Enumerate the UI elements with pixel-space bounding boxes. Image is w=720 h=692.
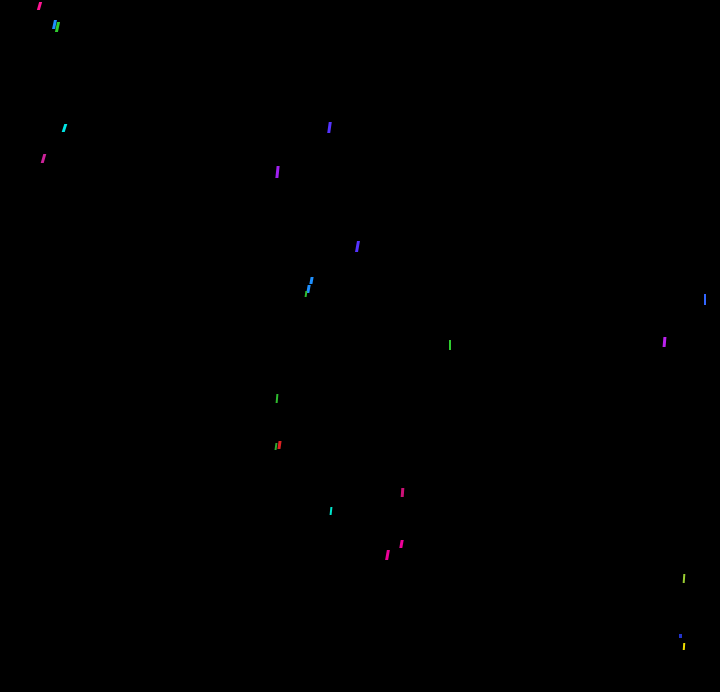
speck-cyan-slash <box>61 124 68 132</box>
speck-darkblue-dot <box>679 634 682 638</box>
speck-green-stroke-left <box>275 394 279 403</box>
speck-purple-stroke <box>275 166 280 178</box>
speck-magenta-slash-lower <box>385 550 390 560</box>
speck-turquoise-stroke <box>329 507 333 515</box>
speck-blue-stroke-right-edge <box>704 294 706 305</box>
speck-magenta-slash-left <box>40 154 47 163</box>
speck-pink-slash-topleft <box>36 2 43 10</box>
speck-yellow-stroke <box>682 643 686 650</box>
speck-purple-stroke-right <box>662 337 667 347</box>
speck-blueviolet-stroke-upper <box>327 122 332 133</box>
speck-red-pair-right <box>277 441 282 449</box>
speck-blueviolet-stroke-mid <box>355 241 360 252</box>
speck-green-stroke-center <box>449 340 451 350</box>
speck-yellowgreen-stroke <box>682 574 686 583</box>
speck-blue-cluster-top <box>309 277 314 284</box>
speck-magenta-slash-upper <box>399 540 404 548</box>
speck-green-slash-pair-right <box>54 22 61 32</box>
speck-green-cluster-bottom <box>304 291 308 297</box>
speck-crimson-stroke <box>400 488 405 497</box>
